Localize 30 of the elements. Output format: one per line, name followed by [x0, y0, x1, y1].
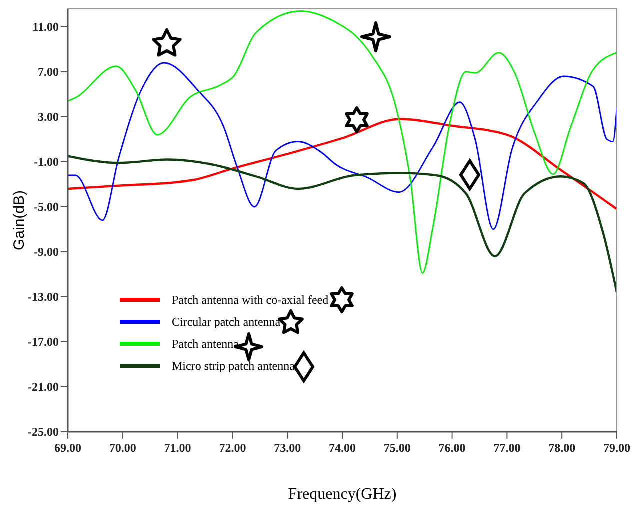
line-series — [68, 155, 617, 294]
line-series — [68, 10, 617, 274]
x-tick-label: 76.00 — [438, 441, 466, 455]
legend-label: Micro strip patch antenna — [172, 359, 296, 374]
x-axis-title: Frequency(GHz) — [288, 486, 397, 503]
x-tick-label: 71.00 — [164, 441, 192, 455]
line-series — [68, 62, 617, 230]
x-tick-label: 73.00 — [274, 441, 302, 455]
x-tick-label: 72.00 — [219, 441, 246, 455]
y-tick-label: -9.00 — [34, 245, 59, 260]
y-tick-label: -21.00 — [28, 380, 59, 394]
y-tick-label: -1.00 — [34, 155, 59, 170]
x-tick-label: 70.00 — [109, 441, 136, 455]
y-tick-label: 7.00 — [38, 65, 59, 80]
y-axis-title: Gain(dB) — [11, 190, 28, 251]
x-tick-label: 69.00 — [54, 441, 82, 455]
y-tick-label: -25.00 — [28, 425, 59, 440]
y-tick-label: -17.00 — [28, 335, 59, 350]
y-tick-label: 11.00 — [32, 20, 59, 34]
x-tick-label: 78.00 — [548, 441, 576, 455]
y-tick-label: 3.00 — [38, 110, 59, 124]
x-tick-label: 77.00 — [494, 441, 521, 455]
x-tick-label: 75.00 — [384, 441, 411, 455]
y-tick-label: -5.00 — [34, 200, 59, 214]
x-tick-label: 74.00 — [329, 441, 356, 455]
y-tick-label: -13.00 — [28, 290, 59, 304]
line-series — [68, 118, 617, 210]
legend-label: Circular patch antenna — [172, 315, 282, 330]
legend-label: Patch antenna with co-axial feed — [172, 293, 329, 308]
x-tick-label: 79.00 — [604, 441, 630, 455]
